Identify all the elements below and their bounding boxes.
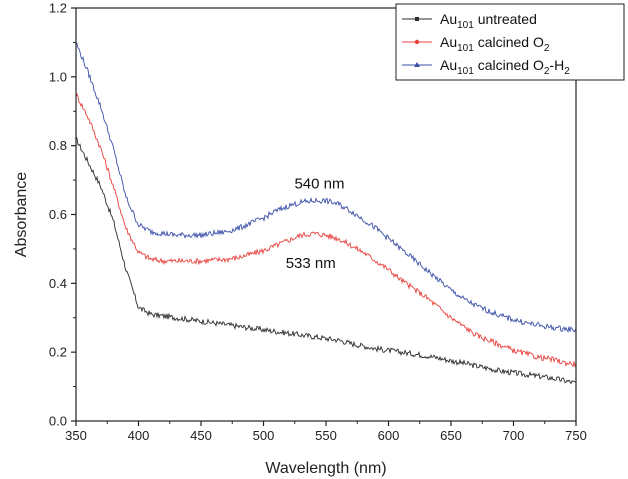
x-tick-label: 750 (565, 428, 587, 443)
legend-marker (414, 39, 420, 45)
x-tick-label: 650 (440, 428, 462, 443)
peak-annotation: 540 nm (294, 176, 344, 193)
legend-entry-label: Au101 untreated (440, 11, 537, 31)
series-line-2 (75, 42, 577, 333)
y-tick-label: 0.6 (49, 207, 67, 222)
legend-box (395, 3, 625, 81)
legend-marker (414, 62, 420, 67)
y-axis-label: Absorbance (13, 172, 30, 257)
legend-text-part: Au (440, 11, 457, 27)
legend-entry-label: Au101 calcined O2-H2 (440, 57, 570, 77)
plot-frame (75, 7, 577, 422)
legend-subscript: 2 (544, 66, 550, 77)
y-tick-label: 0.8 (49, 138, 67, 153)
x-axis-label: Wavelength (nm) (265, 460, 386, 477)
peak-annotation: 533 nm (286, 255, 336, 272)
legend-text-part: untreated (474, 11, 537, 27)
annotation-layer: 540 nm 533 nm (286, 176, 345, 272)
ticks-layer: 350 400 450 500 550 600 650 700 750 0.0 0.2 0.4 0.6 0… (49, 1, 587, 444)
y-tick-label: 0.2 (49, 345, 67, 360)
series-layer (75, 42, 577, 385)
x-tick-label: 400 (128, 428, 150, 443)
legend-subscript: 101 (457, 66, 474, 77)
x-tick-label: 550 (315, 428, 337, 443)
x-tick-label: 700 (503, 428, 525, 443)
legend-text-part: calcined O (474, 57, 544, 73)
x-tick-label: 350 (65, 428, 87, 443)
legend-text-part: calcined O (474, 34, 544, 50)
y-tick-label: 1.2 (49, 1, 67, 16)
legend-marker (415, 17, 419, 21)
x-tick-label: 500 (253, 428, 275, 443)
y-tick-label: 1.0 (49, 69, 67, 84)
legend-subscript: 2 (544, 43, 550, 54)
legend-text-part: Au (440, 34, 457, 50)
legend-text-part: Au (440, 57, 457, 73)
legend-text-part: -H (549, 57, 564, 73)
x-tick-label: 600 (378, 428, 400, 443)
series-line-1 (75, 93, 577, 368)
x-tick-label: 450 (190, 428, 212, 443)
series-line-0 (75, 136, 577, 385)
y-tick-label: 0.0 (49, 414, 67, 429)
legend-entry-label: Au101 calcined O2 (440, 34, 550, 54)
legend-subscript: 101 (457, 43, 474, 54)
y-tick-label: 0.4 (49, 276, 67, 291)
legend-subscript: 2 (564, 66, 570, 77)
legend-subscript: 101 (457, 20, 474, 31)
